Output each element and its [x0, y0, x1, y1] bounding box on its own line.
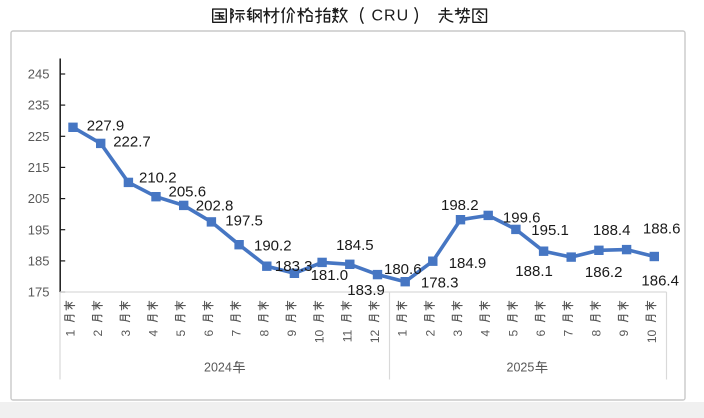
svg-text:202.8: 202.8 — [196, 198, 234, 215]
svg-text:184.5: 184.5 — [336, 237, 374, 254]
svg-text:188.6: 188.6 — [643, 220, 681, 237]
svg-text:3: 3 — [451, 329, 465, 336]
svg-text:9: 9 — [617, 329, 631, 336]
svg-text:12: 12 — [368, 329, 382, 343]
svg-text:8: 8 — [257, 329, 271, 336]
svg-text:185: 185 — [28, 254, 50, 269]
svg-text:2: 2 — [91, 329, 105, 336]
svg-text:180.6: 180.6 — [384, 261, 422, 278]
svg-text:CRU: CRU — [372, 8, 410, 25]
svg-text:4: 4 — [479, 329, 493, 336]
svg-text:181.0: 181.0 — [311, 267, 349, 284]
svg-text:7: 7 — [230, 329, 244, 336]
svg-text:10: 10 — [645, 329, 659, 343]
svg-text:227.9: 227.9 — [87, 117, 125, 134]
svg-text:4: 4 — [147, 329, 161, 336]
svg-text:205.6: 205.6 — [169, 184, 207, 201]
svg-text:198.2: 198.2 — [441, 197, 479, 214]
svg-text:5: 5 — [174, 329, 188, 336]
svg-text:3: 3 — [119, 329, 133, 336]
svg-text:186.2: 186.2 — [585, 264, 623, 281]
svg-text:6: 6 — [534, 329, 548, 336]
svg-text:184.9: 184.9 — [449, 255, 487, 272]
svg-text:1: 1 — [64, 329, 78, 336]
svg-text:11: 11 — [340, 329, 354, 342]
svg-text:1: 1 — [396, 329, 410, 336]
svg-text:205: 205 — [28, 191, 50, 206]
svg-text:5: 5 — [506, 329, 520, 336]
svg-text:210.2: 210.2 — [139, 170, 177, 187]
svg-text:7: 7 — [562, 329, 576, 336]
svg-text:195.1: 195.1 — [531, 222, 569, 239]
svg-text:195: 195 — [28, 222, 50, 237]
svg-text:235: 235 — [28, 98, 50, 113]
svg-text:188.1: 188.1 — [515, 263, 553, 280]
svg-text:222.7: 222.7 — [113, 134, 151, 151]
svg-text:183.3: 183.3 — [275, 258, 313, 275]
svg-text:2025: 2025 — [507, 361, 535, 375]
svg-text:190.2: 190.2 — [254, 238, 292, 255]
svg-text:178.3: 178.3 — [421, 275, 459, 292]
svg-text:8: 8 — [589, 329, 603, 336]
svg-text:2: 2 — [423, 329, 437, 336]
svg-text:199.6: 199.6 — [503, 210, 541, 227]
svg-text:6: 6 — [202, 329, 216, 336]
svg-text:186.4: 186.4 — [641, 273, 679, 290]
svg-text:175: 175 — [28, 285, 50, 300]
svg-text:183.9: 183.9 — [347, 282, 385, 299]
svg-text:215: 215 — [28, 160, 50, 175]
svg-text:2024: 2024 — [204, 361, 232, 375]
svg-text:188.4: 188.4 — [593, 222, 631, 239]
svg-text:9: 9 — [285, 329, 299, 336]
svg-text:245: 245 — [28, 67, 50, 82]
svg-text:197.5: 197.5 — [225, 213, 263, 230]
svg-text:10: 10 — [313, 329, 327, 343]
svg-text:225: 225 — [28, 129, 50, 144]
